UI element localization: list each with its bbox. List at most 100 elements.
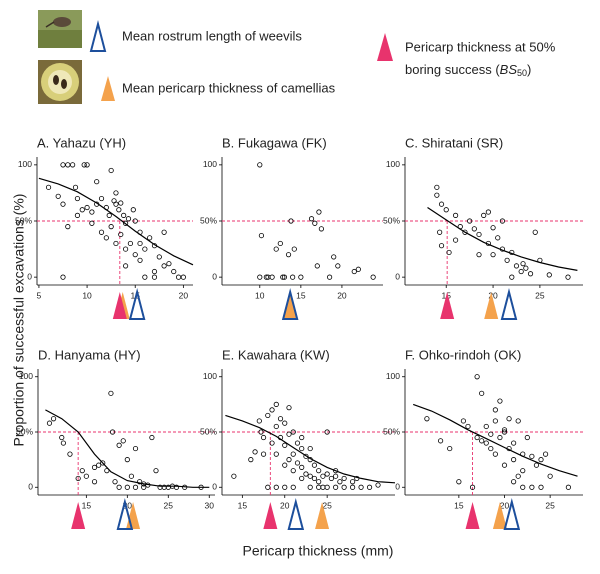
bs50-marker — [71, 502, 86, 529]
data-point — [142, 274, 148, 280]
data-point — [175, 274, 182, 280]
data-point — [437, 438, 444, 444]
legend-bs50-label: boring success (BS50) — [405, 62, 531, 78]
data-point — [479, 438, 485, 444]
bs50-marker — [440, 292, 455, 319]
data-point — [55, 193, 61, 199]
data-point — [60, 274, 66, 280]
data-point — [122, 263, 129, 269]
data-point — [298, 274, 304, 280]
y-tick-label: 0 — [395, 482, 400, 492]
data-point — [288, 218, 294, 224]
data-point — [333, 473, 339, 479]
data-point — [120, 438, 126, 444]
data-point — [60, 201, 66, 207]
x-tick-label: 25 — [322, 500, 332, 510]
data-point — [277, 240, 283, 247]
x-tick-label: 15 — [296, 290, 306, 300]
data-point — [520, 484, 526, 490]
data-point — [290, 274, 296, 280]
data-point — [281, 274, 288, 280]
data-point — [269, 407, 275, 413]
data-point — [506, 416, 512, 422]
data-point — [91, 479, 98, 485]
x-tick-label: 10 — [255, 290, 265, 300]
data-point — [79, 207, 85, 213]
data-point — [137, 240, 143, 247]
legend-text: ) — [527, 62, 531, 77]
data-point — [74, 212, 81, 218]
data-point — [46, 420, 53, 426]
legend-pericarp-label: Mean pericarp thickness of camellias — [122, 80, 336, 95]
data-point — [527, 271, 534, 277]
data-point — [303, 453, 309, 459]
y-tick-label: 100 — [203, 371, 217, 381]
data-point — [307, 445, 313, 452]
data-point — [311, 462, 318, 468]
data-point — [72, 184, 79, 190]
data-point — [109, 429, 116, 435]
panel-title: B. Fukagawa (FK) — [222, 135, 327, 150]
data-point — [366, 484, 373, 490]
data-point — [488, 445, 494, 452]
data-point — [260, 451, 267, 457]
data-point — [524, 434, 530, 441]
data-point — [351, 268, 357, 275]
data-point — [290, 451, 296, 457]
data-point — [257, 162, 263, 168]
y-tick-label: 50% — [383, 426, 400, 436]
data-point — [546, 272, 552, 278]
fitted-curve — [45, 409, 210, 488]
rostrum-marker — [287, 498, 305, 530]
data-point — [474, 374, 480, 380]
data-point — [499, 218, 506, 224]
data-point — [565, 484, 571, 490]
data-point — [460, 418, 467, 424]
data-point — [529, 484, 535, 490]
data-point — [65, 162, 71, 168]
data-point — [335, 263, 341, 269]
fitted-curve — [412, 403, 578, 477]
data-point — [523, 265, 529, 271]
data-point — [286, 431, 292, 437]
data-point — [501, 462, 508, 468]
data-point — [108, 167, 114, 174]
data-point — [520, 261, 526, 267]
data-point — [337, 479, 343, 485]
data-point — [83, 473, 89, 479]
data-point — [125, 216, 132, 222]
data-point — [65, 224, 71, 230]
rostrum-marker — [500, 288, 518, 320]
legend-bs50-label: Pericarp thickness at 50% — [405, 39, 556, 54]
data-point — [290, 429, 296, 435]
data-point — [497, 434, 503, 441]
data-point — [91, 464, 98, 470]
data-point — [476, 252, 482, 258]
data-point — [161, 229, 167, 235]
panel-title: D. Hanyama (HY) — [38, 347, 141, 362]
data-point — [324, 484, 330, 490]
data-point — [511, 457, 517, 463]
data-point — [341, 484, 347, 490]
data-point — [149, 434, 155, 441]
data-point — [467, 218, 473, 224]
data-point — [294, 440, 301, 446]
data-point — [513, 263, 520, 269]
data-point — [282, 420, 288, 426]
data-point — [286, 457, 292, 463]
data-point — [299, 475, 305, 482]
data-point — [118, 200, 124, 206]
data-point — [132, 252, 138, 258]
panel-title: C. Shiratani (SR) — [405, 135, 503, 150]
data-point — [124, 457, 130, 463]
data-point — [59, 434, 65, 441]
data-point — [124, 484, 130, 490]
data-point — [316, 209, 322, 215]
rostrum-marker — [128, 288, 146, 320]
data-point — [452, 237, 459, 243]
data-point — [112, 479, 118, 485]
data-point — [273, 423, 279, 430]
data-point — [113, 201, 119, 207]
data-point — [565, 274, 571, 280]
data-point — [100, 460, 106, 466]
